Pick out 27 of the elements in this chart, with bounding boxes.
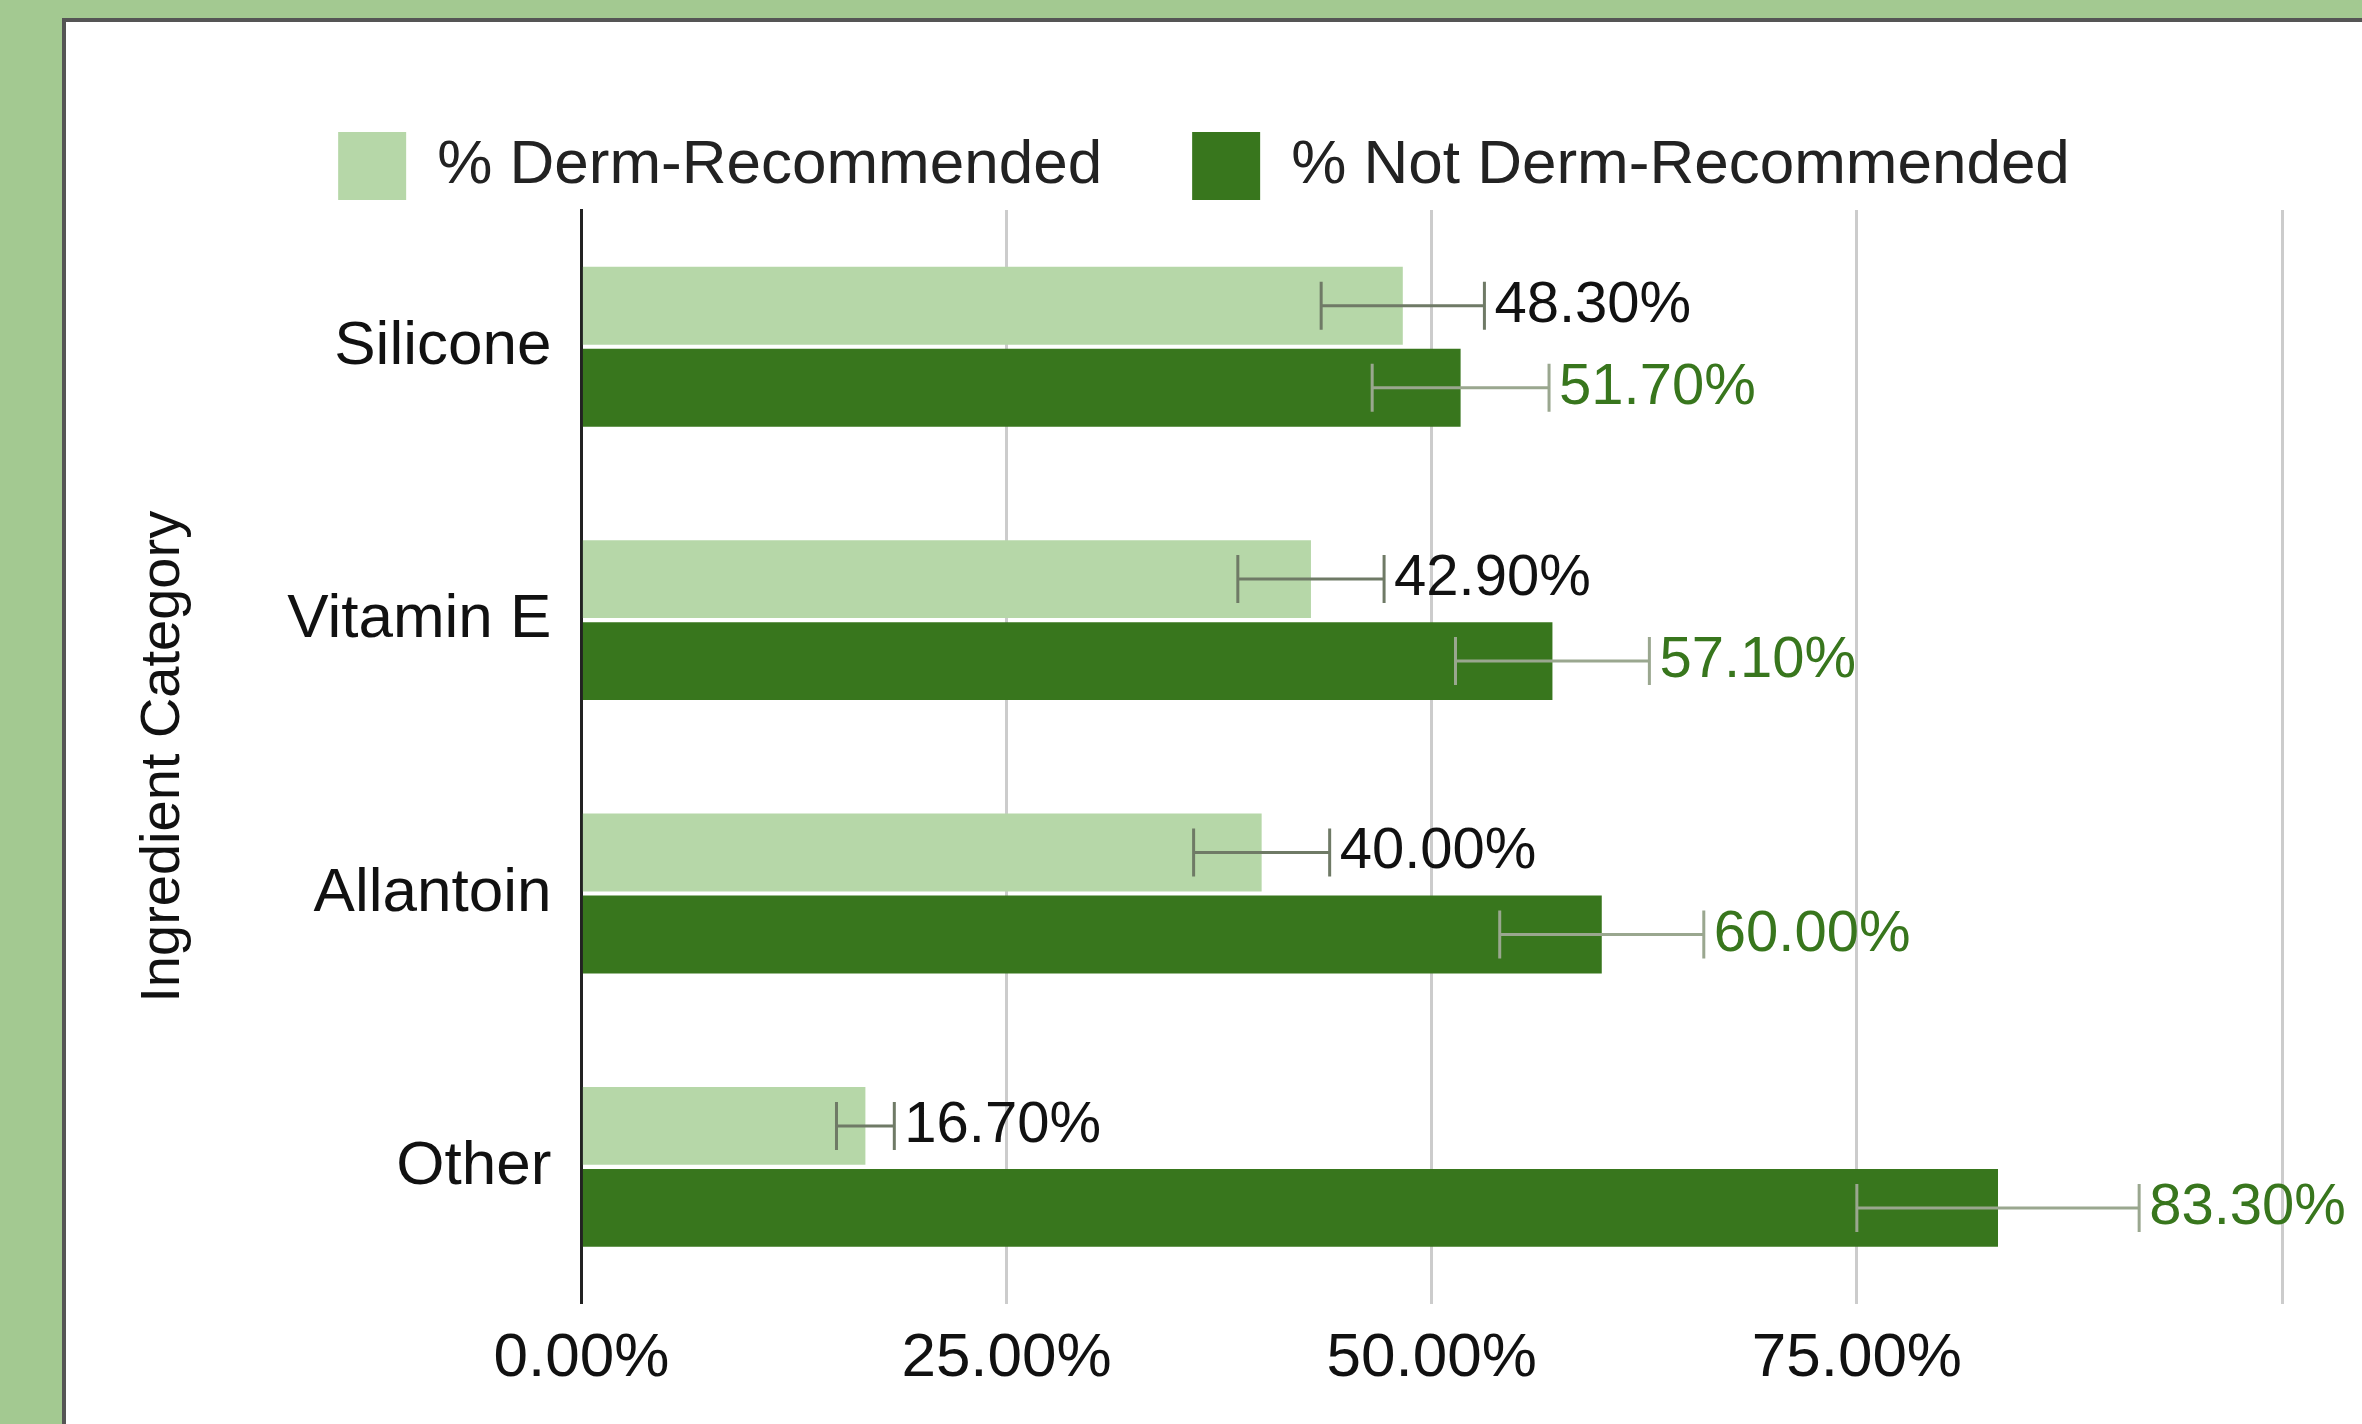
data-label: 57.10% [1659, 624, 1857, 690]
bar [582, 1168, 1998, 1247]
bar [582, 348, 1461, 427]
y-tick-label: Silicone [334, 307, 552, 377]
y-axis-title: Ingredient Category [128, 510, 192, 1003]
bar [582, 1086, 866, 1165]
data-label: 51.70% [1559, 350, 1756, 416]
bar [582, 813, 1262, 892]
data-label: 60.00% [1713, 897, 1911, 963]
bar [582, 895, 1602, 974]
data-label: 40.00% [1339, 815, 1537, 881]
x-tick-label: 25.00% [901, 1319, 1112, 1389]
data-label: 48.30% [1494, 268, 1692, 334]
bar [582, 622, 1553, 701]
legend-label: % Not Derm-Recommended [1291, 127, 2070, 197]
data-label: 16.70% [904, 1088, 1102, 1154]
x-tick-label: 75.00% [1751, 1319, 1962, 1389]
y-tick-label: Other [396, 1127, 552, 1197]
bar [582, 540, 1311, 619]
data-label: 83.30% [2149, 1170, 2346, 1236]
x-tick-label: 50.00% [1326, 1319, 1537, 1389]
y-tick-label: Vitamin E [287, 581, 552, 651]
x-tick-label: 0.00% [493, 1319, 670, 1389]
y-tick-label: Allantoin [313, 854, 552, 924]
bar [582, 266, 1403, 345]
legend-label: % Derm-Recommended [437, 127, 1103, 197]
data-label: 42.90% [1394, 542, 1591, 608]
